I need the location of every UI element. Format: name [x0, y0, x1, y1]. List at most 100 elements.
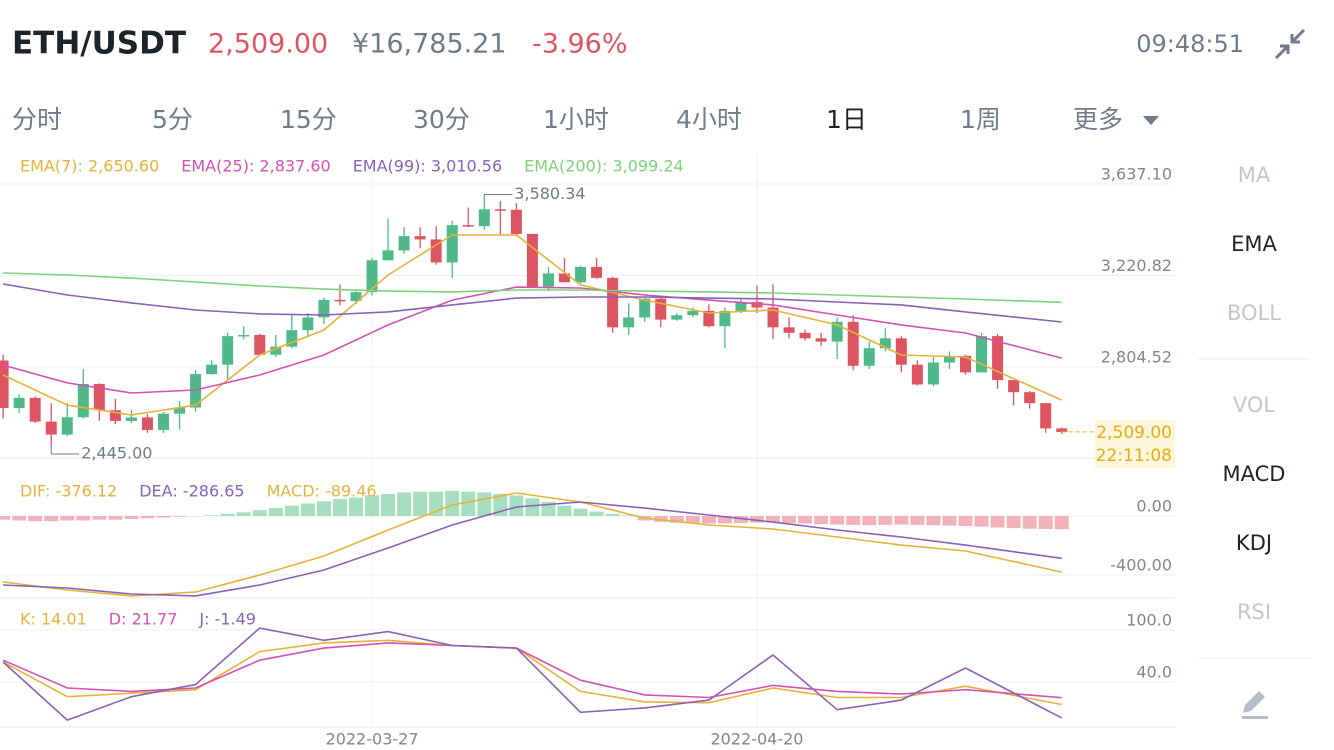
change: -3.96% [532, 29, 628, 60]
macd-bar [557, 505, 572, 517]
indicator-line [3, 501, 1062, 597]
candle-body [1056, 428, 1068, 432]
macd-bar [525, 498, 540, 517]
countdown: 22:11:08 [1096, 446, 1172, 466]
candle-body [526, 233, 538, 287]
candle-body [1008, 380, 1020, 393]
candle-body [943, 355, 955, 363]
candle-body [879, 338, 891, 349]
candle-body [125, 417, 137, 421]
macd-bar [268, 507, 283, 517]
candle-body [703, 310, 715, 327]
macd-bar [1022, 516, 1037, 529]
interval-tabs: 分时 5分 15分 30分 1小时 4小时 1日 1周 更多 [12, 105, 1123, 134]
macd-bar [685, 516, 700, 524]
macd-bar [332, 499, 347, 517]
edit-icon[interactable] [1242, 691, 1268, 719]
candle-body [911, 364, 923, 385]
candle-body [799, 332, 811, 339]
macd-bar [477, 492, 492, 517]
tab[interactable]: 4小时 [676, 105, 742, 134]
macd-bar [204, 515, 219, 517]
indicator-button[interactable]: BOLL [1227, 301, 1281, 325]
indicator-panel: MA EMA BOLL VOL MACD KDJ RSI [1223, 163, 1286, 624]
tab[interactable]: 30分 [413, 105, 470, 134]
macd-bar [910, 516, 925, 525]
macd-bar [846, 516, 861, 525]
candle-body [639, 298, 651, 318]
macd-bar [76, 516, 91, 521]
candle-body [510, 209, 522, 234]
tab[interactable]: 分时 [12, 105, 62, 134]
candle-body [0, 360, 9, 408]
macd-bar [589, 511, 604, 517]
tab[interactable]: 1小时 [543, 105, 609, 134]
candle-body [398, 236, 410, 251]
candle-body [863, 348, 875, 366]
collapse-icon[interactable] [1274, 28, 1306, 60]
legend-item: K: 14.01 [20, 610, 87, 629]
macd-bar [830, 516, 845, 525]
macd-bar [348, 497, 363, 517]
candle-body [45, 421, 57, 435]
extreme-label: 2,445.00 [81, 444, 152, 463]
legend-item: EMA(7): 2,650.60 [20, 157, 159, 176]
macd-bar [814, 516, 829, 525]
x-tick-label: 2022-04-20 [710, 730, 803, 749]
chart: 2022-03-27 2022-04-20 3,637.10 3,220.82 2,80… [0, 155, 1175, 749]
macd-bar [717, 516, 732, 524]
candle-body [174, 407, 186, 414]
tab[interactable]: 1周 [960, 105, 1001, 134]
indicator-line [2, 642, 1062, 699]
macd-bar [573, 508, 588, 517]
macd-bar [316, 501, 331, 517]
indicator-button[interactable]: EMA [1231, 232, 1277, 256]
macd-bar [782, 516, 797, 524]
candle-body [366, 260, 378, 293]
indicator-button[interactable]: RSI [1237, 600, 1271, 624]
tab[interactable]: 1日 [826, 105, 867, 134]
macd-bar [236, 512, 251, 517]
y-tick-label: 40.0 [1136, 662, 1172, 681]
legend-item: EMA(200): 3,099.24 [524, 157, 684, 176]
tab[interactable]: 更多 [1073, 105, 1123, 134]
indicator-line [2, 492, 1062, 597]
legend-item: DEA: -286.65 [139, 482, 244, 501]
tab[interactable]: 15分 [280, 105, 337, 134]
macd-bar [605, 513, 620, 517]
candle-body [13, 397, 25, 408]
candle-body [542, 273, 554, 287]
candle-body [815, 338, 827, 342]
x-tick-label: 2022-03-27 [326, 730, 419, 749]
cny-price: ¥16,785.21 [352, 29, 507, 60]
tab[interactable]: 5分 [152, 105, 193, 134]
macd-bar [0, 516, 11, 520]
indicator-button[interactable]: MACD [1223, 462, 1286, 486]
indicator-line [2, 627, 1063, 722]
macd-bar [60, 516, 75, 521]
macd-bar [220, 513, 235, 517]
indicator-button[interactable]: KDJ [1236, 531, 1272, 555]
more-arrow[interactable] [1143, 116, 1159, 125]
candle-body [382, 250, 394, 261]
macd-bar [252, 510, 267, 517]
candle-body [591, 266, 603, 278]
macd-bar [300, 503, 315, 517]
macd-bar [140, 516, 155, 519]
candle-body [960, 355, 971, 373]
candle-body [93, 384, 105, 411]
indicator-button[interactable]: MA [1238, 163, 1271, 187]
extreme-marker [50, 446, 80, 455]
y-tick-label: 3,637.10 [1101, 165, 1172, 184]
last-price-tag [1095, 419, 1175, 468]
candle-body [318, 299, 330, 318]
candle-body [77, 384, 89, 418]
legend-item: EMA(25): 2,837.60 [181, 157, 330, 176]
last-price-label: 2,509.00 [1096, 423, 1172, 443]
macd-bar [397, 492, 412, 517]
macd-bar [445, 490, 460, 517]
candle-body [494, 209, 506, 211]
indicator-button[interactable]: VOL [1233, 393, 1276, 417]
candle-body [61, 417, 73, 435]
